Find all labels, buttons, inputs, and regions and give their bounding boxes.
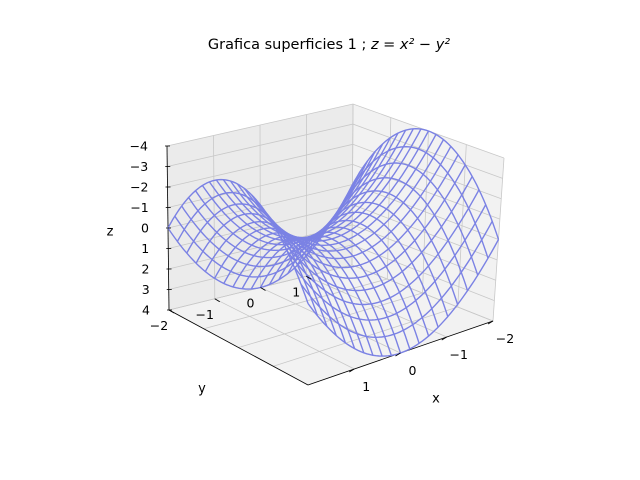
- y-axis-label: y: [198, 382, 206, 397]
- chart-title: Grafica superficies 1 ; z = x² − y²: [208, 37, 450, 53]
- z-tick-label: −1: [130, 200, 148, 215]
- y-tick-label: 0: [247, 296, 255, 311]
- z-tick-label: −2: [130, 180, 148, 195]
- z-tick-label: 2: [142, 262, 150, 277]
- chart-title-formula: z = x² − y²: [370, 37, 450, 53]
- y-tick-label: −2: [150, 318, 168, 333]
- z-tick-label: 4: [142, 303, 150, 318]
- x-axis-label: x: [432, 392, 440, 407]
- z-tick-label: −3: [130, 159, 148, 174]
- x-tick-label: 1: [362, 379, 370, 394]
- z-tick-label: −4: [130, 139, 148, 154]
- x-tick-label: −1: [450, 347, 468, 362]
- z-tick-label: 1: [141, 241, 149, 256]
- y-tick-label: 1: [292, 284, 300, 299]
- chart-title-text: Grafica superficies 1 ;: [208, 37, 371, 53]
- y-tick-label: −1: [196, 307, 214, 322]
- x-tick-label: 0: [409, 363, 417, 378]
- z-tick-label: 0: [141, 221, 149, 236]
- z-axis-label: z: [107, 225, 114, 240]
- x-tick-label: −2: [496, 331, 514, 346]
- z-tick-label: 3: [142, 282, 150, 297]
